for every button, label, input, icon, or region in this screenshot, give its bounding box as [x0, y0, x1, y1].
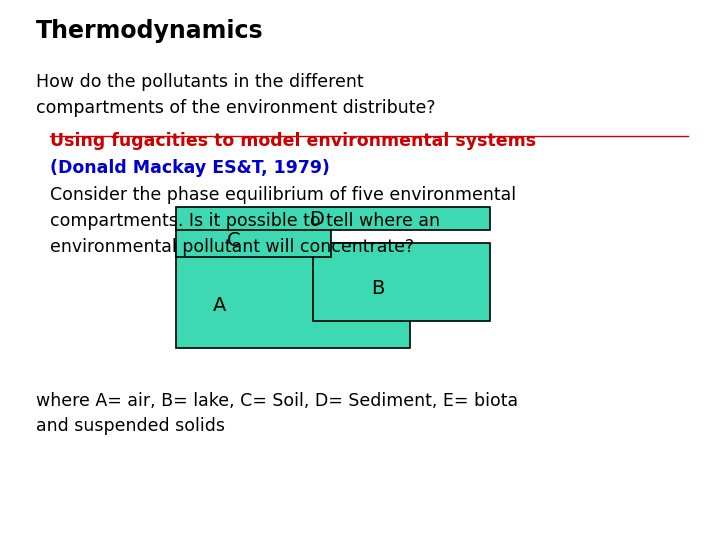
- FancyBboxPatch shape: [176, 243, 410, 348]
- Text: Consider the phase equilibrium of five environmental
compartments. Is it possibl: Consider the phase equilibrium of five e…: [50, 186, 516, 256]
- Text: How do the pollutants in the different
compartments of the environment distribut: How do the pollutants in the different c…: [36, 73, 436, 117]
- FancyBboxPatch shape: [313, 243, 490, 321]
- Text: where A= air, B= lake, C= Soil, D= Sediment, E= biota
and suspended solids: where A= air, B= lake, C= Soil, D= Sedim…: [36, 392, 518, 435]
- Text: Using fugacities to model environmental systems: Using fugacities to model environmental …: [50, 132, 536, 150]
- FancyBboxPatch shape: [176, 221, 331, 256]
- Text: B: B: [372, 279, 384, 299]
- FancyBboxPatch shape: [176, 207, 490, 229]
- Text: Thermodynamics: Thermodynamics: [36, 19, 264, 43]
- Text: D: D: [310, 210, 324, 229]
- Text: A: A: [213, 295, 226, 315]
- Text: (Donald Mackay ES&T, 1979): (Donald Mackay ES&T, 1979): [50, 159, 330, 177]
- Text: C: C: [228, 231, 240, 250]
